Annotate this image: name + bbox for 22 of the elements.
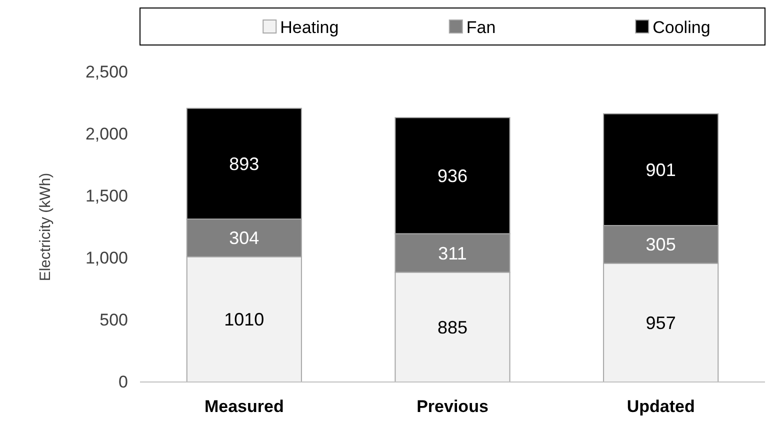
legend-label: Heating	[280, 18, 339, 37]
data-label: 893	[229, 154, 260, 174]
legend-label: Fan	[466, 18, 496, 37]
legend-label: Cooling	[652, 18, 710, 37]
y-tick-label: 0	[118, 372, 128, 392]
data-label: 311	[438, 243, 467, 264]
y-tick-label: 500	[100, 310, 128, 330]
data-label: 1010	[224, 310, 264, 330]
x-tick-label: Updated	[626, 397, 695, 416]
data-label: 936	[437, 166, 468, 186]
y-tick-label: 2,000	[85, 124, 128, 144]
y-axis-title: Electricity (kWh)	[37, 172, 54, 282]
data-label: 305	[646, 234, 676, 255]
y-tick-label: 1,000	[85, 248, 128, 268]
data-label: 885	[437, 317, 468, 338]
x-tick-label: Measured	[204, 397, 284, 416]
y-tick-label: 2,500	[85, 62, 128, 82]
x-tick-label: Previous	[416, 397, 488, 416]
y-tick-label: 1,500	[85, 186, 128, 206]
data-label: 304	[229, 228, 260, 248]
data-label: 901	[646, 160, 676, 180]
data-label: 957	[646, 312, 676, 333]
